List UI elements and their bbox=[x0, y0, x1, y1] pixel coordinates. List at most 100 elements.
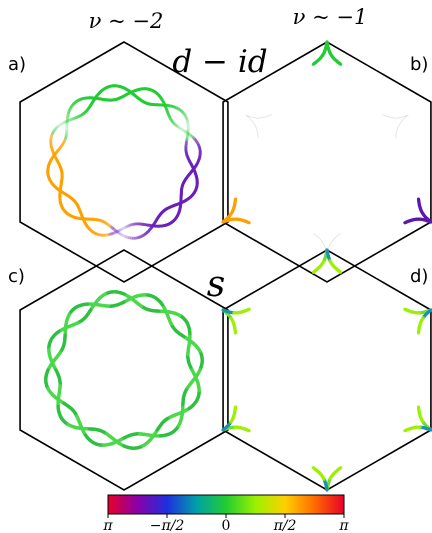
band-1-segment bbox=[104, 221, 109, 226]
hexagon-panel-d bbox=[222, 249, 432, 491]
pocket-faint-3 bbox=[318, 237, 321, 240]
colorbar-tick-label-5: π bbox=[338, 518, 349, 533]
fermi-ring-panel-c bbox=[44, 290, 204, 450]
pocket-faint-1 bbox=[246, 115, 249, 118]
band-0-segment bbox=[106, 232, 112, 237]
band-1-segment bbox=[76, 114, 81, 119]
band-1-segment bbox=[135, 235, 141, 240]
band-1-segment bbox=[49, 133, 54, 138]
band-1-segment bbox=[102, 220, 108, 225]
band-1-segment bbox=[139, 234, 144, 239]
hexagon-panel-b bbox=[222, 41, 432, 283]
band-0-segment bbox=[185, 131, 191, 136]
pocket-faint-5 bbox=[381, 114, 384, 116]
pocket-faint-1 bbox=[247, 116, 250, 119]
pocket-faint-3 bbox=[330, 241, 333, 244]
pocket-faint-3 bbox=[320, 240, 323, 243]
pocket-faint-5 bbox=[406, 114, 409, 117]
pocket-1 bbox=[246, 307, 251, 312]
pocket-faint-3 bbox=[316, 235, 319, 238]
pocket-faint-5 bbox=[382, 114, 386, 117]
panel-label-d: d) bbox=[410, 266, 428, 287]
band-0-segment bbox=[110, 231, 116, 236]
band-1-segment bbox=[74, 115, 80, 120]
pocket-0 bbox=[311, 269, 317, 274]
band-0-segment bbox=[114, 230, 119, 234]
pocket-faint-5 bbox=[405, 115, 408, 118]
pocket-faint-3 bbox=[332, 239, 334, 242]
band-1-segment bbox=[73, 116, 78, 120]
band-1-segment bbox=[59, 122, 64, 127]
pocket-3 bbox=[311, 466, 317, 471]
band-0-segment bbox=[127, 223, 132, 228]
pocket-faint-5 bbox=[400, 120, 403, 123]
band-1-segment bbox=[50, 131, 55, 137]
band-1-segment bbox=[108, 224, 113, 229]
pocket-faint-3 bbox=[314, 233, 317, 236]
pocket-faint-3 bbox=[319, 238, 322, 241]
band-1-segment bbox=[176, 107, 182, 112]
band-1-segment bbox=[111, 226, 116, 231]
pocket-faint-5 bbox=[404, 116, 407, 119]
band-0-segment bbox=[63, 138, 67, 143]
band-0-segment bbox=[115, 229, 121, 233]
pocket-faint-1 bbox=[268, 114, 272, 117]
band-0-segment bbox=[120, 226, 126, 231]
row-symbol-top: d − id bbox=[172, 44, 267, 80]
pocket-faint-3 bbox=[339, 232, 342, 235]
band-1-segment bbox=[120, 233, 126, 238]
band-0-segment bbox=[195, 160, 200, 166]
pocket-3 bbox=[337, 466, 343, 471]
band-1-segment bbox=[112, 227, 118, 233]
band-0-segment bbox=[117, 228, 123, 233]
column-header-right: ν ~ −1 bbox=[293, 5, 368, 29]
band-0-segment bbox=[61, 140, 66, 146]
band-0-segment bbox=[128, 223, 134, 227]
band-0-segment bbox=[125, 224, 131, 228]
band-0-segment bbox=[175, 124, 180, 129]
band-1-segment bbox=[69, 117, 75, 121]
band-1-segment bbox=[183, 113, 188, 119]
pocket-0 bbox=[337, 61, 343, 66]
band-1-segment bbox=[55, 124, 61, 129]
band-0-segment bbox=[66, 111, 71, 117]
band-0-segment bbox=[187, 132, 192, 137]
band-1-segment bbox=[67, 118, 73, 122]
pocket-2 bbox=[246, 220, 251, 225]
band-1-segment bbox=[181, 110, 186, 116]
pocket-faint-3 bbox=[335, 235, 338, 238]
band-0-segment bbox=[119, 227, 124, 232]
band-1-segment bbox=[54, 125, 59, 130]
band-1-segment bbox=[52, 128, 57, 133]
band-0-segment bbox=[173, 123, 178, 128]
band-0-segment bbox=[194, 139, 199, 144]
band-1-segment bbox=[107, 223, 112, 228]
pocket-faint-1 bbox=[267, 115, 270, 117]
pocket-faint-1 bbox=[254, 124, 256, 127]
pocket-faint-1 bbox=[251, 120, 254, 123]
band-0-segment bbox=[63, 136, 68, 142]
band-1-segment bbox=[51, 129, 56, 135]
band-1-segment bbox=[53, 126, 58, 132]
pocket-faint-3 bbox=[321, 241, 324, 244]
pocket-faint-3 bbox=[328, 244, 331, 247]
band-0-segment bbox=[196, 142, 201, 147]
pocket-4 bbox=[403, 220, 408, 225]
band-1-segment bbox=[117, 231, 122, 236]
panel-label-c: c) bbox=[8, 266, 25, 287]
band-1-segment bbox=[66, 118, 71, 123]
band-0-segment bbox=[169, 117, 173, 122]
pocket-faint-3 bbox=[323, 244, 326, 247]
pocket-faint-5 bbox=[406, 114, 409, 117]
band-1-segment bbox=[190, 368, 195, 374]
colorbar bbox=[107, 494, 345, 515]
band-0-segment bbox=[191, 136, 197, 141]
band-1-segment bbox=[57, 123, 62, 128]
pocket-faint-3 bbox=[329, 242, 332, 245]
band-1-segment bbox=[137, 235, 142, 239]
band-0-segment bbox=[190, 134, 195, 140]
band-0-segment bbox=[124, 225, 129, 229]
band-0-segment bbox=[112, 230, 117, 235]
band-0-segment bbox=[193, 137, 198, 142]
pocket-faint-3 bbox=[331, 240, 334, 243]
